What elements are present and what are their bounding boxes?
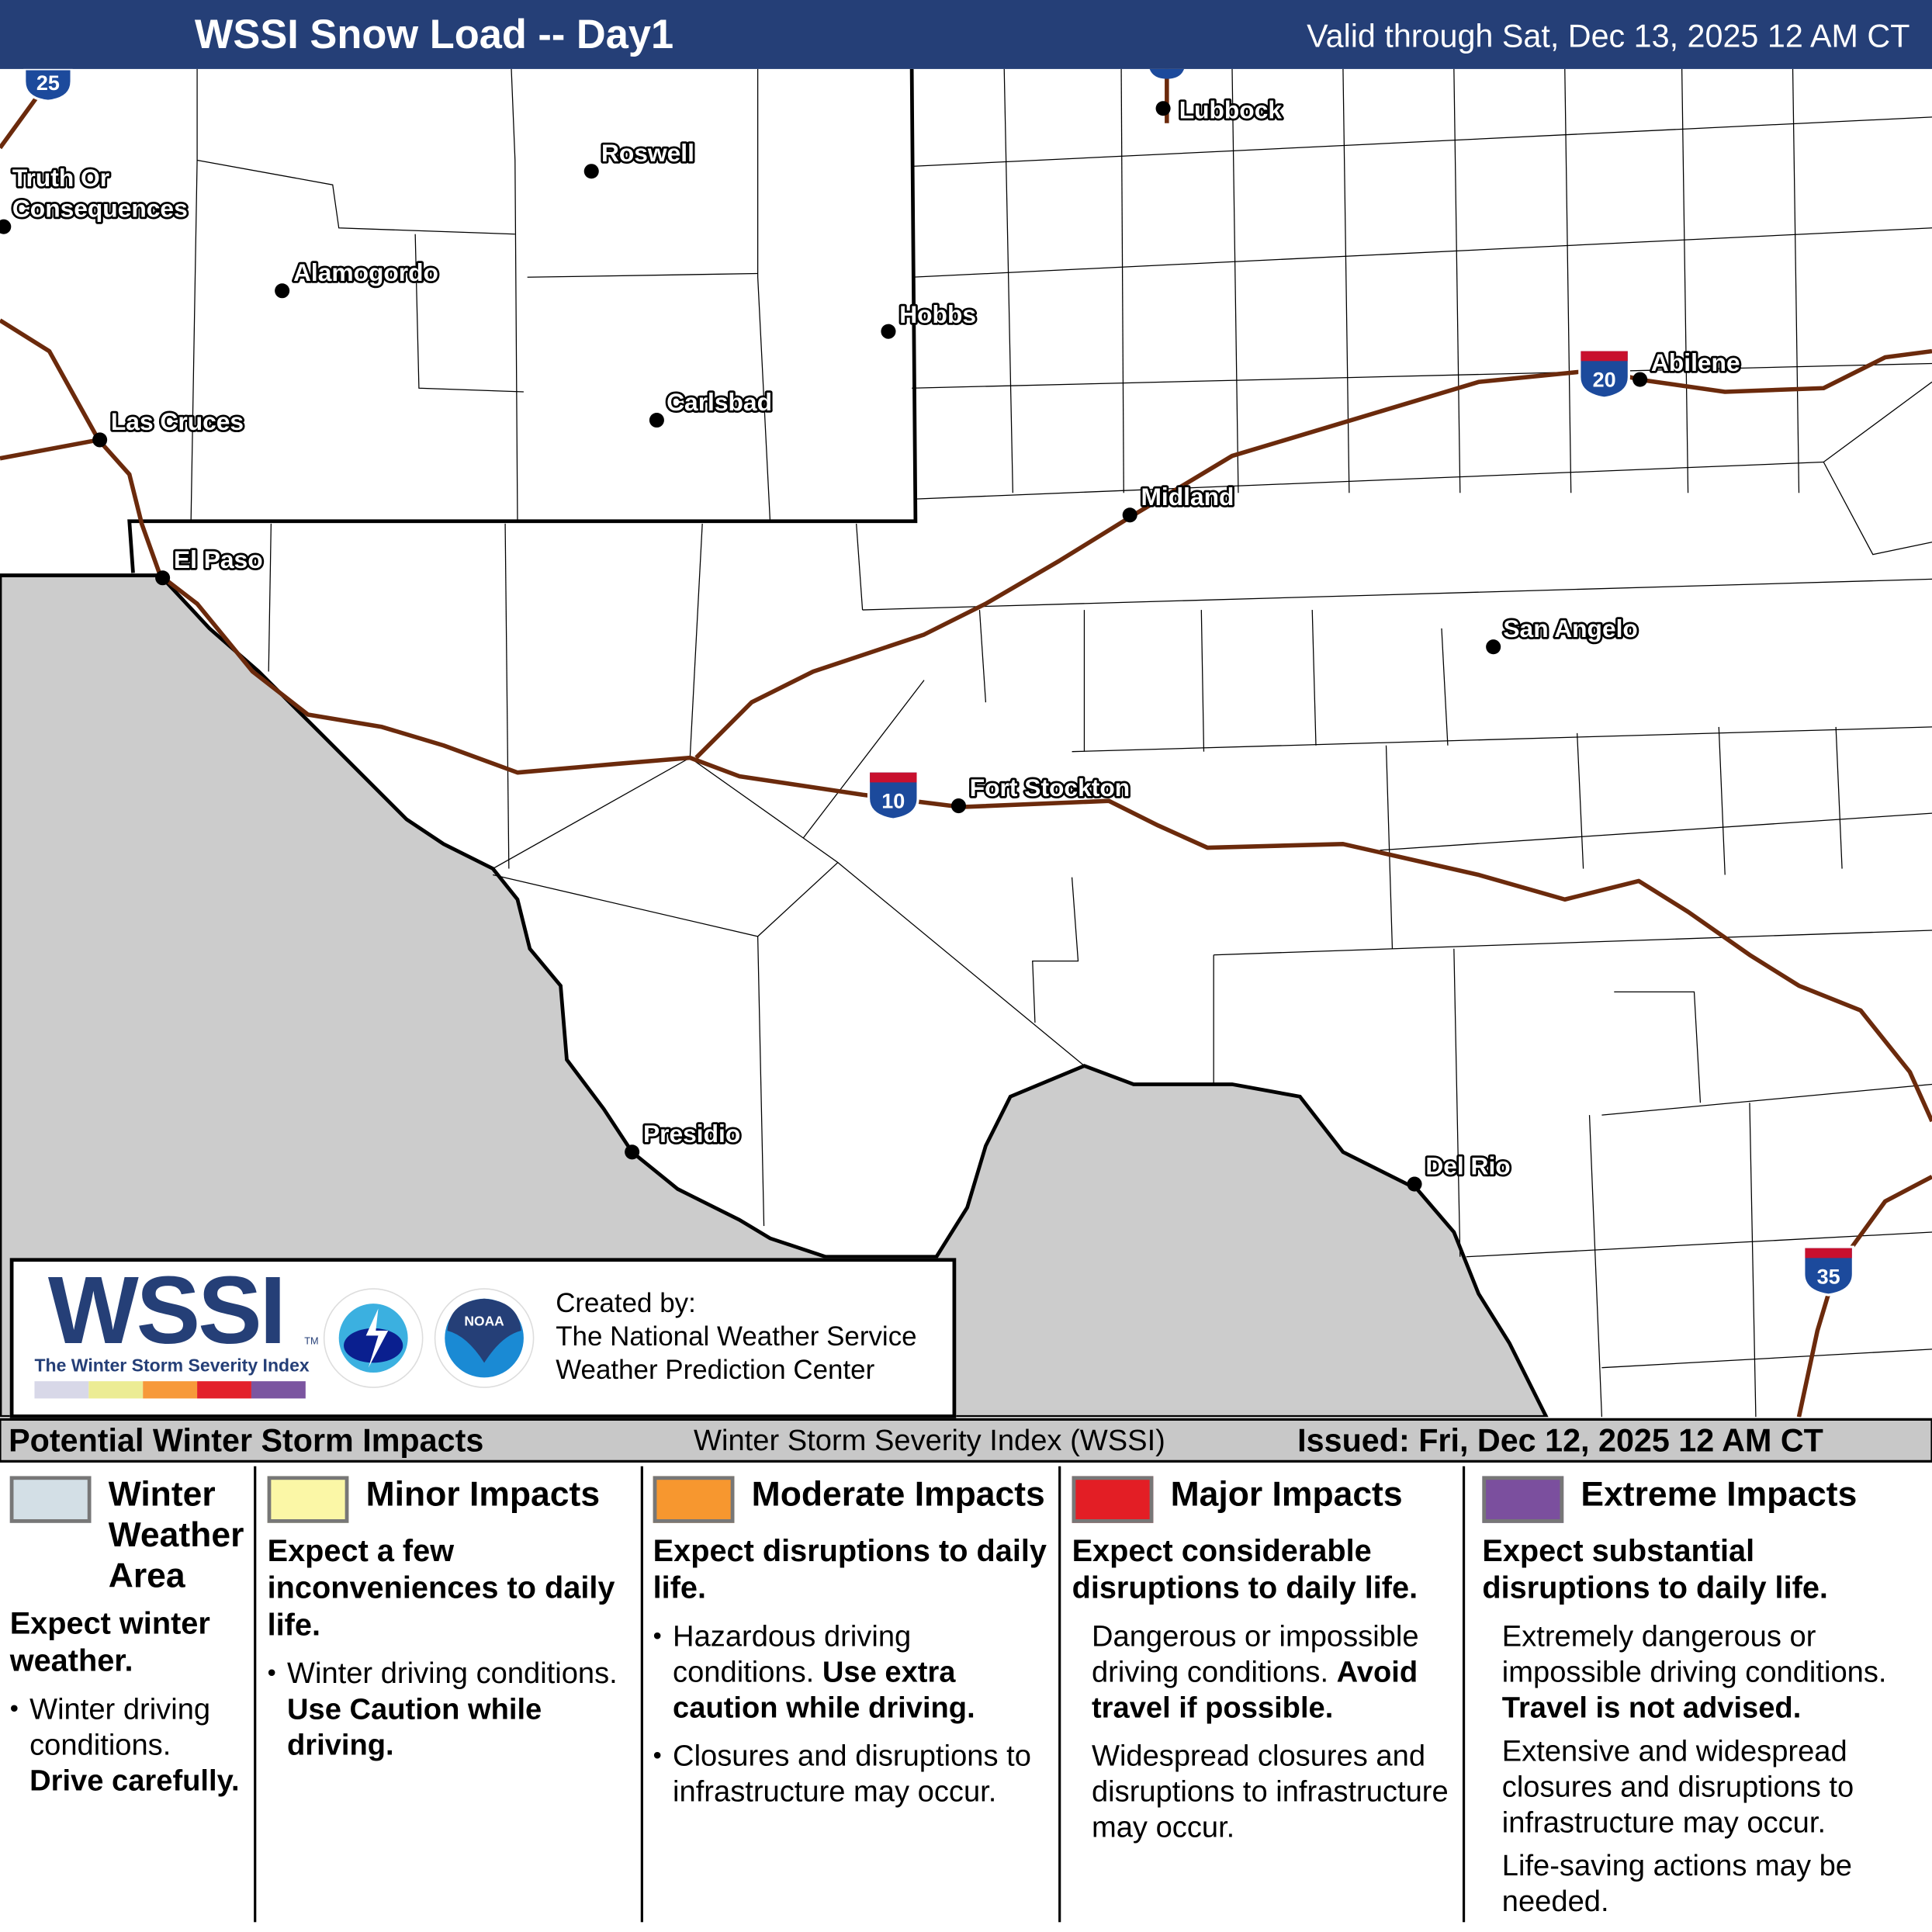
city-presidio: Presidio xyxy=(643,1120,740,1148)
city-abilene: Abilene xyxy=(1651,348,1740,376)
city-del-rio: Del Rio xyxy=(1425,1151,1510,1179)
issued-time: Issued: Fri, Dec 12, 2025 12 AM CT xyxy=(1297,1421,1823,1459)
interstate-20 xyxy=(694,348,1932,760)
swatch-major xyxy=(1072,1476,1154,1523)
interstate-25-south xyxy=(0,318,101,441)
interstate-10 xyxy=(0,438,1932,1123)
i20-shield-icon: 20 xyxy=(1578,348,1630,400)
legend-major-impacts: Major Impacts Expect considerable disrup… xyxy=(1072,1474,1449,1845)
i25-shield-icon: 25 xyxy=(23,68,73,102)
legend-minor-impacts: Minor Impacts Expect a few inconvenience… xyxy=(267,1473,635,1763)
swatch-extreme xyxy=(1482,1476,1564,1523)
map: 25 20 10 35 Lubbock Roswell Truth OrCons… xyxy=(0,68,1932,1418)
city-hobbs: Hobbs xyxy=(899,300,976,328)
city-las-cruces: Las Cruces xyxy=(111,407,244,435)
i10-shield-icon: 10 xyxy=(867,770,919,821)
city-san-angelo: San Angelo xyxy=(1503,615,1637,642)
i35-shield-icon: 35 xyxy=(1802,1245,1854,1297)
created-by: Created by: The National Weather Service W… xyxy=(556,1287,917,1385)
city-alamogordo: Alamogordo xyxy=(293,258,438,286)
legend-moderate-impacts: Moderate Impacts Expect disruptions to d… xyxy=(653,1473,1054,1810)
svg-text:25: 25 xyxy=(36,71,60,95)
trademark-mark: TM xyxy=(304,1335,319,1347)
city-midland: Midland xyxy=(1141,483,1234,511)
mexico-area xyxy=(0,573,1549,1418)
city-roswell: Roswell xyxy=(601,139,694,167)
logo-box: WSSI TM The Winter Storm Severity Index … xyxy=(9,1255,957,1418)
city-fort-stockton: Fort Stockton xyxy=(970,774,1130,802)
wssi-color-bar xyxy=(34,1381,306,1399)
city-carlsbad: Carlsbad xyxy=(667,388,772,416)
city-lubbock: Lubbock xyxy=(1179,95,1283,123)
legend-winter-weather-area: Winter Weather Area Expect winter weathe… xyxy=(9,1473,249,1799)
legend-extreme-impacts: Extreme Impacts Expect substantial disru… xyxy=(1482,1474,1887,1919)
swatch-minor xyxy=(267,1476,349,1523)
county-borders xyxy=(190,68,1932,1418)
legend-header-bar: Potential Winter Storm Impacts Winter St… xyxy=(0,1418,1932,1463)
city-el-paso: El Paso xyxy=(174,545,263,573)
nws-logo-icon xyxy=(323,1288,424,1388)
us-shield-icon xyxy=(1149,68,1185,79)
header: WSSI Snow Load -- Day1 Valid through Sat… xyxy=(0,0,1932,69)
map-title: WSSI Snow Load -- Day1 xyxy=(194,11,674,57)
interstate-shields: 25 20 10 35 xyxy=(23,68,1854,1297)
svg-text:35: 35 xyxy=(1817,1265,1840,1289)
state-borders xyxy=(0,68,918,577)
svg-text:20: 20 xyxy=(1593,369,1616,392)
noaa-logo-icon: NOAA xyxy=(434,1288,535,1388)
wssi-subtitle: The Winter Storm Severity Index xyxy=(34,1356,310,1376)
svg-text:10: 10 xyxy=(881,790,905,813)
svg-text:NOAA: NOAA xyxy=(464,1314,504,1329)
swatch-moderate xyxy=(653,1476,735,1523)
valid-time: Valid through Sat, Dec 13, 2025 12 AM CT xyxy=(1307,17,1910,54)
city-truth-or-consequences: Truth Or xyxy=(12,164,109,192)
swatch-winter-weather xyxy=(9,1476,92,1523)
wssi-logo: WSSI xyxy=(47,1255,286,1364)
svg-text:Consequences: Consequences xyxy=(12,194,188,222)
